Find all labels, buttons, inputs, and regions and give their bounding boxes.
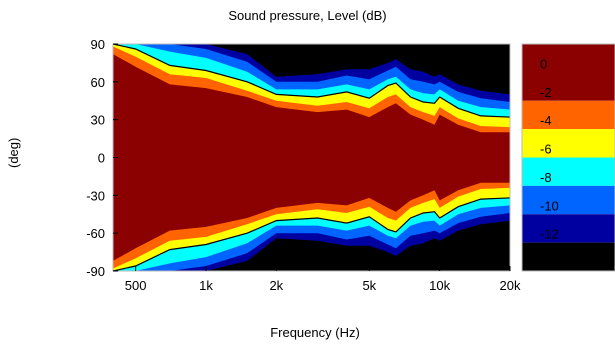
level-band-1 <box>113 54 510 261</box>
y-tick-label: 0 <box>98 151 105 166</box>
contour-line-lower <box>113 197 510 271</box>
colorbar-tick-label: 0 <box>540 56 547 71</box>
x-tick-label: 10k <box>429 278 450 293</box>
colorbar-segment <box>522 157 615 186</box>
plot-area <box>112 43 511 272</box>
y-tick-label: 90 <box>91 37 105 52</box>
y-tick-label: 60 <box>91 75 105 90</box>
colorbar-segment <box>522 100 615 130</box>
contour-line-upper <box>113 44 510 118</box>
colorbar-segment <box>522 44 615 101</box>
x-axis-label: Frequency (Hz) <box>270 325 360 340</box>
colorbar-tick-label: -4 <box>540 113 552 128</box>
colorbar-tick-label: -10 <box>540 198 559 213</box>
colorbar-tick-label: -6 <box>540 142 552 157</box>
x-tick-label: 5k <box>362 278 376 293</box>
colorbar-segment <box>522 129 615 158</box>
x-tick-label: 20k <box>500 278 521 293</box>
colorbar-frame <box>521 43 615 272</box>
colorbar-segment <box>522 214 615 243</box>
chart-title: Sound pressure, Level (dB) <box>228 8 387 23</box>
y-tick-label: -90 <box>86 264 105 279</box>
y-tick-label: -30 <box>86 188 105 203</box>
y-tick-label: -60 <box>86 226 105 241</box>
x-tick-label: 2k <box>269 278 283 293</box>
colorbar-tick-label: -12 <box>540 227 559 242</box>
colorbar-tick-label: -2 <box>540 85 552 100</box>
x-ticks: 500 1k 2k 5k 10k 20k <box>125 266 521 293</box>
colorbar-tick-label: -8 <box>540 170 552 185</box>
y-ticks: 90 60 30 0 -30 -60 -90 <box>86 37 118 279</box>
colorbar: 0 -2 -4 -6 -8 -10 -12 <box>521 43 615 272</box>
x-tick-label: 500 <box>125 278 147 293</box>
y-tick-label: 30 <box>91 113 105 128</box>
colorbar-segment <box>522 242 615 271</box>
x-tick-label: 1k <box>199 278 213 293</box>
colorbar-segment <box>522 185 615 215</box>
